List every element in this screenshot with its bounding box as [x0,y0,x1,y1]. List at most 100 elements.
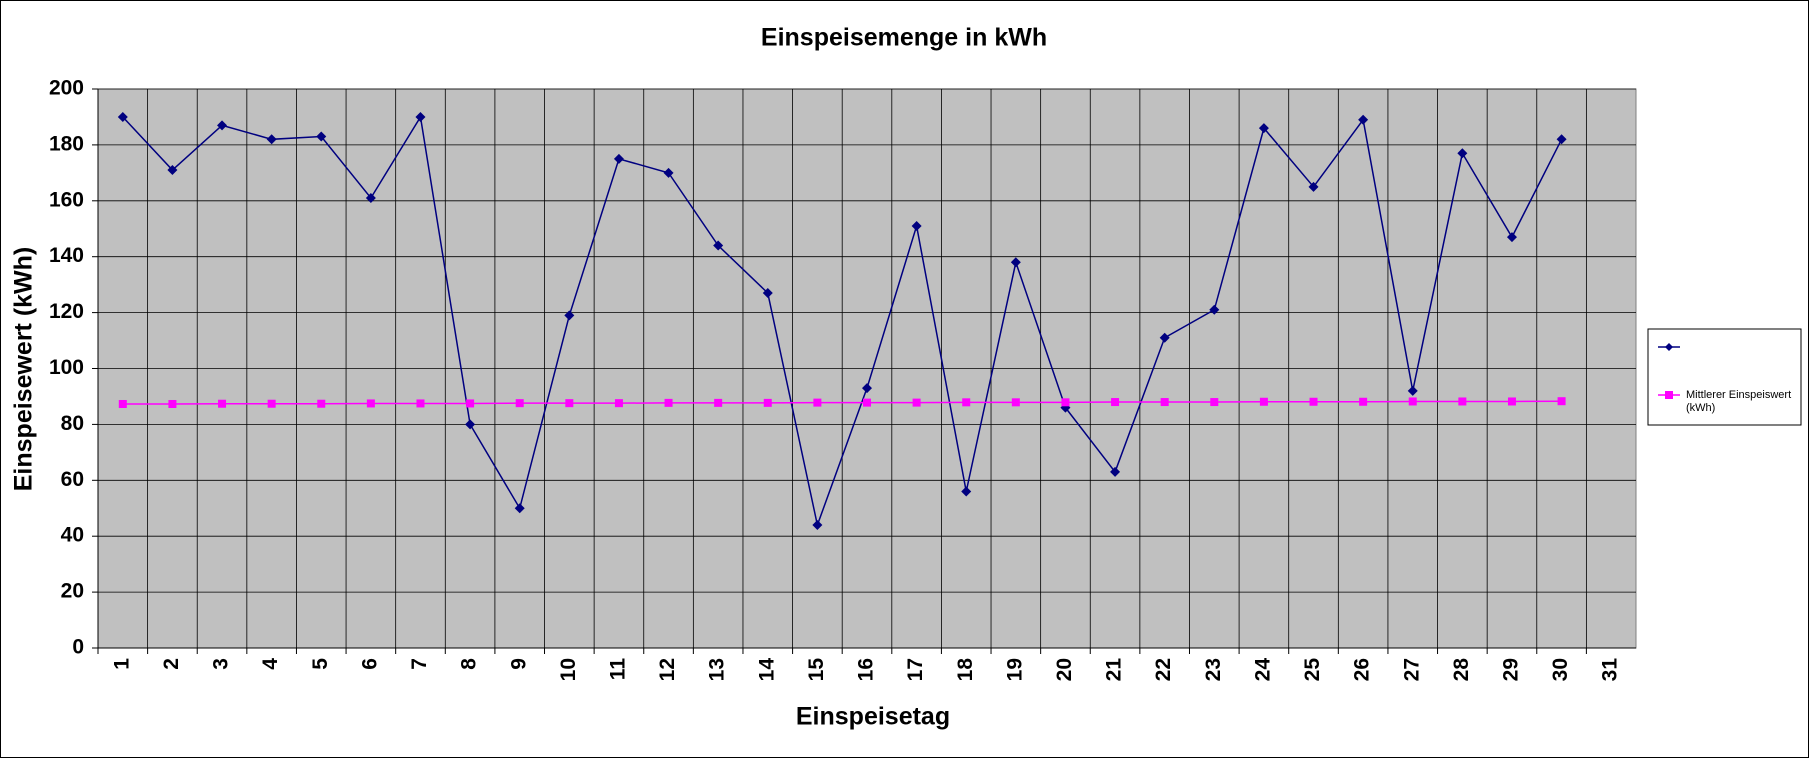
x-tick-label: 6 [358,658,381,670]
point [1358,114,1369,125]
point [465,419,476,430]
point [365,193,376,204]
x-tick-label: 4 [259,658,282,670]
point [1507,397,1516,406]
point [664,398,673,407]
point [218,399,227,408]
series-line [122,400,1562,405]
x-tick-label: 19 [1003,658,1026,681]
y-tick-label: 140 [49,244,84,267]
point [1457,148,1468,159]
y-tick-label: 100 [49,356,84,379]
point [1210,398,1219,407]
x-tick-label: 13 [706,658,729,681]
point [1556,134,1567,145]
x-tick-label: 23 [1202,658,1225,681]
point [168,399,177,408]
point [1259,397,1268,406]
series-line [122,114,1563,528]
y-tick-label: 80 [61,412,84,435]
point [217,120,228,131]
point [1408,397,1417,406]
point [911,220,922,231]
x-tick-label: 25 [1301,658,1324,682]
x-tick-label: 14 [755,658,778,682]
x-tick-label: 31 [1599,658,1622,682]
point [118,399,127,408]
point [1308,181,1319,192]
y-tick-label: 180 [49,132,84,155]
y-tick-label: 40 [61,524,84,547]
point [961,486,972,497]
point [515,399,524,408]
legend-marker [1665,391,1673,399]
legend-box [1647,328,1802,426]
legend-marker [1665,343,1673,351]
point [266,134,277,145]
x-tick-label: 7 [408,658,431,670]
point [267,399,276,408]
x-tick-label: 3 [210,658,233,670]
x-tick-label: 20 [1053,658,1076,681]
point [1557,397,1566,406]
point [1011,398,1020,407]
x-tick-label: 29 [1500,658,1523,681]
x-tick-label: 15 [805,658,828,682]
y-axis-title: Einspeisewert (kWh) [10,247,38,492]
point [1111,398,1120,407]
point [317,399,326,408]
point [862,383,872,394]
x-tick-label: 16 [855,658,878,681]
point [1061,398,1070,407]
x-axis-title: Einspeisetag [796,703,950,731]
point [117,111,128,122]
point [316,131,327,142]
y-tick-label: 200 [49,77,84,100]
point [962,398,971,407]
y-tick-label: 120 [49,300,84,323]
legend-label: Mittlerer Einspeiswert (kWh) [1686,389,1791,414]
x-tick-label: 10 [557,658,580,681]
chart-title: Einspeisemenge in kWh [761,24,1047,52]
point [1506,232,1517,243]
y-tick-label: 20 [61,580,84,603]
point [713,240,724,251]
point [415,111,426,122]
x-tick-label: 2 [160,658,183,670]
point [564,310,575,321]
x-tick-label: 30 [1549,658,1572,681]
point [1458,397,1467,406]
point [1110,466,1121,477]
point [762,288,773,299]
point [1209,304,1220,315]
point [1359,397,1368,406]
point [813,398,822,407]
point [466,399,475,408]
x-tick-label: 11 [606,658,629,681]
point [613,153,624,164]
point [1159,332,1170,343]
x-tick-label: 28 [1450,658,1473,682]
point [366,399,375,408]
y-tick-label: 160 [49,188,84,211]
point [167,165,178,176]
point [1309,397,1318,406]
x-tick-label: 17 [904,658,927,681]
point [514,503,525,514]
x-tick-label: 24 [1251,658,1274,682]
x-tick-label: 1 [110,658,133,670]
x-tick-label: 26 [1351,658,1374,681]
point [663,167,674,178]
y-tick-label: 0 [72,636,84,659]
x-tick-label: 5 [309,658,332,670]
point [912,398,921,407]
point [416,399,425,408]
point [1010,257,1021,268]
point [1407,385,1418,396]
x-tick-label: 21 [1103,658,1126,682]
point [714,398,723,407]
x-tick-label: 9 [507,658,530,670]
x-tick-label: 27 [1400,658,1423,681]
y-tick-label: 60 [61,468,84,491]
